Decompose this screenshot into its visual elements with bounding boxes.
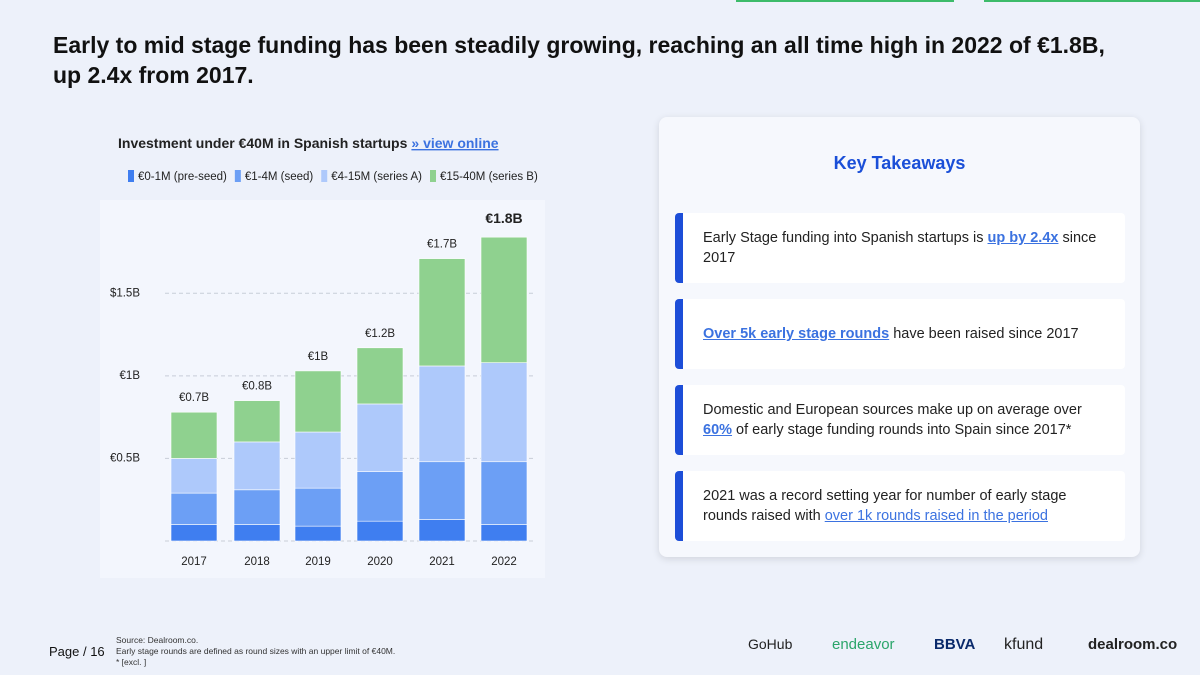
total-label: €0.7B: [179, 392, 209, 404]
takeaway-text: Domestic and European sources make up on…: [703, 400, 1105, 440]
footnote: Source: Dealroom.co.: [116, 635, 199, 645]
x-tick-label: 2017: [181, 556, 207, 568]
legend-label: €4-15M (series A): [331, 171, 422, 183]
bar-segment: [294, 525, 342, 542]
x-tick-label: 2022: [491, 556, 517, 568]
bar-segment: [356, 403, 404, 472]
partner-logo: endeavor: [832, 636, 895, 653]
partner-logo: GoHub: [748, 636, 793, 652]
takeaway-link[interactable]: over 1k rounds raised in the period: [824, 508, 1048, 524]
bar-segment: [294, 487, 342, 527]
bar-segment: [294, 431, 342, 489]
footnote: * [excl. ]: [116, 657, 147, 667]
takeaway-link[interactable]: 60%: [703, 422, 733, 438]
total-label: €1.7B: [427, 239, 457, 251]
y-tick-label: €1B: [120, 370, 141, 382]
y-tick-label: €0.5B: [110, 452, 140, 464]
chart-title-text: Investment under €40M in Spanish startup…: [118, 135, 408, 151]
x-tick-label: 2019: [305, 556, 331, 568]
bar-segment: [356, 347, 404, 405]
partner-logo: kfund: [1004, 636, 1044, 653]
x-tick-label: 2020: [367, 556, 393, 568]
takeaway-text: 2021 was a record setting year for numbe…: [703, 486, 1105, 526]
legend-label: €1-4M (seed): [245, 171, 314, 183]
bar-segment: [233, 441, 281, 491]
x-tick-label: 2018: [244, 556, 270, 568]
legend-swatch: [321, 170, 328, 182]
bar-segment: [480, 236, 528, 363]
bar-segment: [480, 461, 528, 525]
bar-segment: [480, 362, 528, 463]
takeaway-text-part: since 2017: [703, 230, 1097, 266]
partner-logo: BBVA: [934, 636, 976, 653]
takeaways-card: Key Takeaways Early Stage funding into S…: [659, 117, 1140, 557]
bar-segment: [170, 458, 218, 494]
y-tick-label: $1.5B: [110, 287, 140, 299]
takeaway-item: Early Stage funding into Spanish startup…: [675, 213, 1125, 283]
total-label: €1.2B: [365, 328, 395, 340]
takeaway-item: 2021 was a record setting year for numbe…: [675, 471, 1125, 541]
legend-swatch: [430, 170, 436, 182]
x-tick-label: 2021: [429, 556, 455, 568]
legend-label: €15-40M (series B): [440, 171, 538, 183]
bar-segment: [294, 370, 342, 433]
bar-segment: [418, 365, 466, 463]
takeaway-text-part: Domestic and European sources make up on…: [703, 402, 1082, 418]
decor-line: [984, 0, 1200, 2]
bar-segment: [170, 411, 218, 459]
takeaway-link[interactable]: Over 5k early stage rounds: [703, 326, 890, 342]
takeaway-link[interactable]: up by 2.4x: [987, 230, 1059, 246]
bar-segment: [356, 471, 404, 522]
footnote: Early stage rounds are defined as round …: [116, 646, 396, 656]
bar-segment: [170, 492, 218, 525]
chart: Investment under €40M in Spanish startup…: [100, 135, 545, 578]
slide-title: Early to mid stage funding has been stea…: [53, 32, 1105, 88]
bar-segment: [233, 524, 281, 542]
takeaway-text-part: of early stage funding rounds into Spain…: [732, 422, 1072, 438]
decor-line: [736, 0, 954, 2]
total-label: €1B: [308, 351, 329, 363]
takeaway-text-part: 2021 was a record setting year for numbe…: [703, 488, 1067, 524]
bar-segment: [233, 489, 281, 525]
page-number: Page / 16: [49, 644, 105, 659]
total-label: €0.8B: [242, 381, 272, 393]
takeaway-text-part: have been raised since 2017: [889, 326, 1079, 342]
takeaway-text-part: Early Stage funding into Spanish startup…: [703, 230, 988, 246]
total-label: €1.8B: [485, 210, 522, 226]
bar-segment: [356, 520, 404, 542]
takeaway-text: Over 5k early stage rounds have been rai…: [703, 324, 1079, 344]
legend-swatch: [234, 170, 241, 182]
legend-label: €0-1M (pre-seed): [138, 171, 227, 183]
view-online-link[interactable]: » view online: [411, 135, 498, 151]
bar-segment: [418, 519, 466, 542]
partner-logo: dealroom.co: [1088, 636, 1178, 653]
takeaway-item: Over 5k early stage rounds have been rai…: [675, 299, 1125, 369]
bar-segment: [418, 461, 466, 520]
bar-segment: [480, 524, 528, 542]
takeaway-text: Early Stage funding into Spanish startup…: [703, 228, 1105, 268]
footnotes: Source: Dealroom.co. Early stage rounds a…: [116, 635, 395, 668]
chart-title: Investment under €40M in Spanish startup…: [118, 135, 499, 151]
bar-segment: [170, 524, 218, 542]
legend-swatch: [128, 170, 134, 182]
bar-segment: [233, 400, 281, 443]
takeaway-item: Domestic and European sources make up on…: [675, 385, 1125, 455]
bar-segment: [418, 258, 466, 367]
takeaways-title: Key Takeaways: [833, 153, 966, 173]
